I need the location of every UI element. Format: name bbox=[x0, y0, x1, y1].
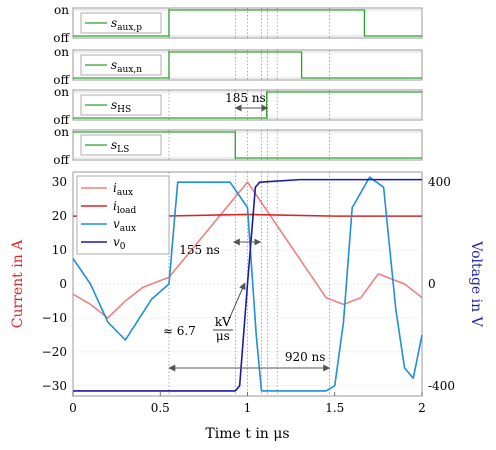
annotation-slope-arrow bbox=[226, 282, 246, 326]
x-axis-label: Time t in μs bbox=[205, 426, 289, 442]
on-level-label: on bbox=[54, 45, 69, 59]
annotation-920ns-label: 920 ns bbox=[285, 350, 326, 364]
on-level-label: on bbox=[54, 3, 69, 17]
annotation-slope-label: ≈ 6.7 bbox=[163, 324, 196, 338]
annotation-155ns-label: 155 ns bbox=[179, 243, 220, 257]
logic-panel-s-HS: on off sHS bbox=[53, 85, 423, 127]
series-line-v-aux bbox=[72, 176, 423, 392]
right-tick-label: -400 bbox=[428, 379, 455, 393]
series-line-i-aux bbox=[72, 181, 423, 319]
series-line-v-0 bbox=[73, 178, 422, 392]
legend-entry: iload bbox=[113, 199, 137, 216]
logic-legend-label: sLS bbox=[111, 138, 129, 155]
logic-panel-s-aux-n: on off saux,n bbox=[53, 45, 423, 87]
logic-panel-s-LS: on off sLS bbox=[53, 125, 423, 167]
logic-signal-trace bbox=[73, 9, 422, 37]
logic-signal-trace bbox=[73, 131, 422, 159]
right-tick-label: 400 bbox=[428, 175, 451, 189]
logic-signal-trace bbox=[73, 51, 422, 79]
left-tick-label: −30 bbox=[42, 379, 67, 393]
left-tick-label: 10 bbox=[52, 243, 67, 257]
annotation-slope-unit-den: μs bbox=[216, 329, 230, 343]
left-tick-label: −20 bbox=[42, 345, 67, 359]
x-tick-label: 2 bbox=[418, 401, 426, 415]
off-level-label: off bbox=[53, 153, 70, 167]
left-tick-label: 30 bbox=[52, 175, 67, 189]
logic-legend-label: saux,n bbox=[111, 58, 142, 75]
logic-legend-label: sHS bbox=[111, 98, 131, 115]
legend-entry: v0 bbox=[113, 235, 126, 252]
off-level-label: off bbox=[53, 73, 70, 87]
x-tick-label: 0.5 bbox=[151, 401, 170, 415]
on-level-label: on bbox=[54, 85, 69, 99]
legend-entry: iaux bbox=[113, 181, 133, 198]
logic-legend-box bbox=[80, 12, 162, 34]
on-level-label: on bbox=[54, 125, 69, 139]
logic-panel-s-aux-p: on off saux,p bbox=[53, 3, 423, 45]
annotation-185ns-label: 185 ns bbox=[225, 91, 266, 105]
left-axis-label: Current in A bbox=[10, 239, 26, 328]
x-tick-label: 1 bbox=[244, 401, 252, 415]
logic-legend-label: saux,p bbox=[111, 16, 142, 33]
off-level-label: off bbox=[53, 31, 70, 45]
logic-legend-box bbox=[80, 94, 162, 116]
right-tick-label: 0 bbox=[428, 277, 436, 291]
annotation-slope-unit-num: kV bbox=[215, 315, 231, 329]
left-tick-label: 0 bbox=[59, 277, 67, 291]
off-level-label: off bbox=[53, 113, 70, 127]
x-tick-label: 1.5 bbox=[325, 401, 344, 415]
legend-entry: vaux bbox=[113, 217, 136, 234]
logic-legend-box bbox=[80, 134, 162, 156]
left-tick-label: 20 bbox=[52, 209, 67, 223]
x-tick-label: 0 bbox=[69, 401, 77, 415]
right-axis-label: Voltage in V bbox=[468, 240, 484, 327]
logic-legend-box bbox=[80, 54, 162, 76]
legend-box bbox=[76, 175, 170, 255]
left-tick-label: −10 bbox=[42, 311, 67, 325]
